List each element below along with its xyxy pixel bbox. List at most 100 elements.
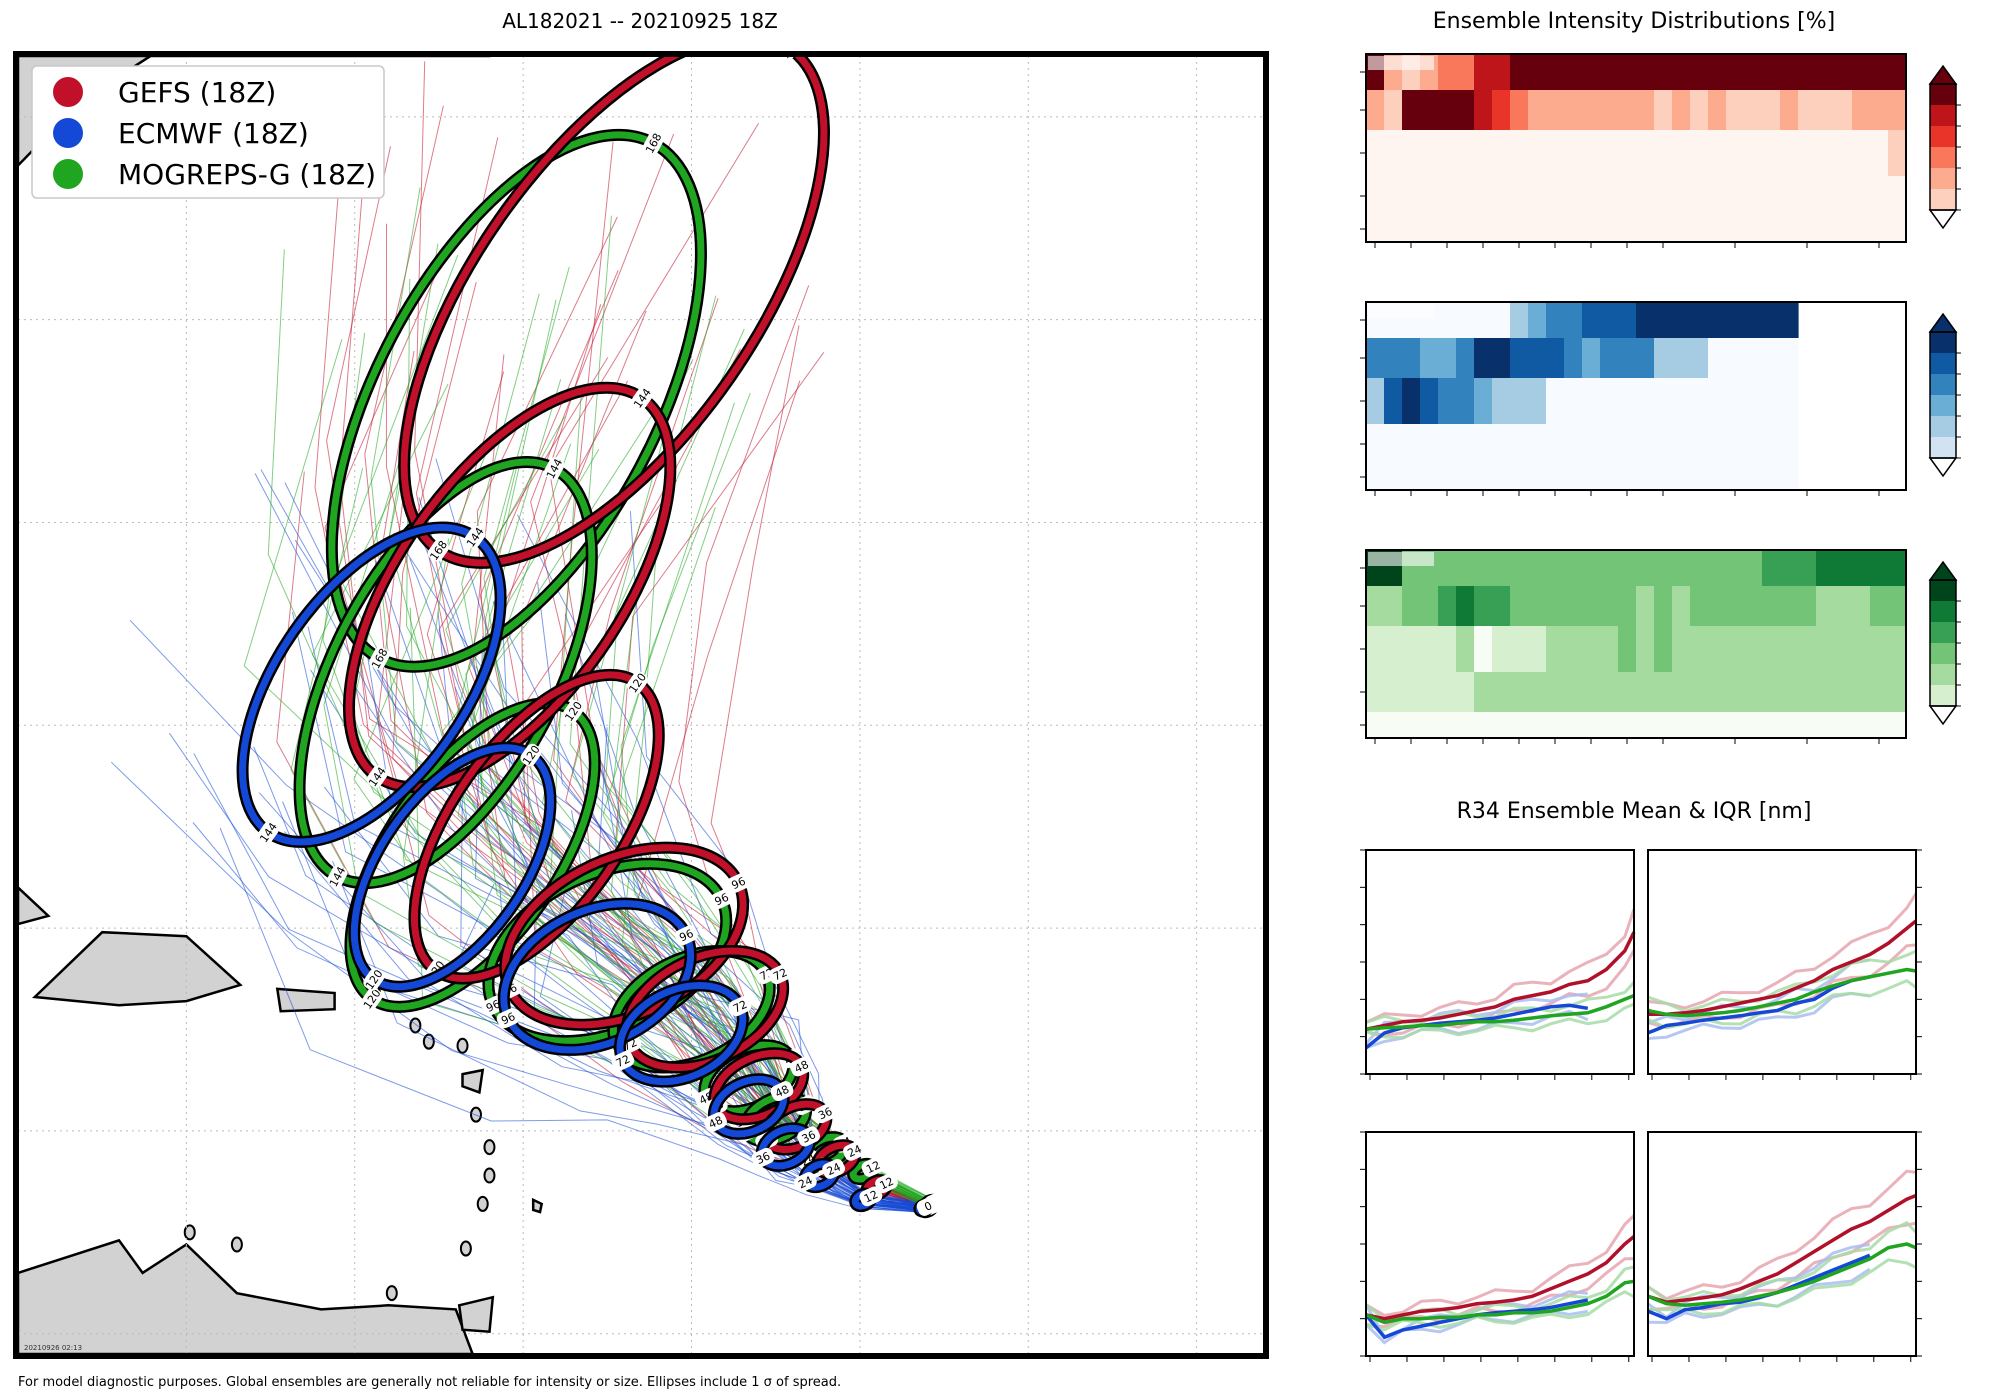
- heatmap-cell: [1618, 626, 1637, 673]
- heatmap-cell: [1402, 672, 1421, 713]
- heatmap-cell: [1510, 130, 1529, 177]
- heatmap-cell: [1618, 302, 1637, 339]
- heatmap-cell: [1744, 216, 1763, 243]
- ellipse-hour-bg: [257, 821, 279, 844]
- heatmap-cell: [1492, 550, 1511, 587]
- heatmap-cell: [1834, 130, 1853, 177]
- heatmap-cell: [1762, 378, 1781, 425]
- heatmap-cell: [1600, 176, 1619, 217]
- ensemble-track-line: [110, 761, 919, 1211]
- heatmap-cell: [1564, 626, 1583, 673]
- heatmap-cell: [1366, 90, 1385, 131]
- cuba-land: [18, 885, 51, 926]
- mean-line-gefs: [1647, 1193, 1917, 1304]
- mean-line-mogreps-g: [1647, 967, 1917, 1018]
- heatmap-cell: [1546, 626, 1565, 673]
- heatmap-cell: [1654, 54, 1673, 91]
- heatmap-frame: [1365, 549, 1907, 739]
- heatmap-cell: [1366, 672, 1385, 713]
- heatmap-cell: [1762, 672, 1781, 713]
- heatmap-cell: [1492, 302, 1511, 339]
- heatmap-cell: [1870, 130, 1889, 177]
- heatmap-cell: [1600, 464, 1619, 491]
- heatmap-cell: [1618, 464, 1637, 491]
- panel-label-bg: [1368, 56, 1434, 70]
- heatmap-cell: [1438, 90, 1457, 131]
- intensity-panel-mogreps-g: [1360, 549, 1961, 744]
- panel-label-bg: [1368, 304, 1434, 318]
- colorbar-segment: [1930, 374, 1956, 396]
- ellipse-hour-bg: [704, 1112, 727, 1132]
- heatmap-cell: [1564, 302, 1583, 339]
- ellipse-hour-bg: [822, 1159, 845, 1179]
- heatmap-cell: [1708, 464, 1727, 491]
- heatmap-cell: [1546, 302, 1565, 339]
- heatmap-cell: [1528, 338, 1547, 379]
- heatmap-cell: [1582, 54, 1601, 91]
- spread-ellipse-ecmwf: 12: [849, 1186, 883, 1213]
- heatmap-cell: [1474, 338, 1493, 379]
- heatmap-cell: [1582, 130, 1601, 177]
- ellipse-hour-bg: [710, 889, 733, 910]
- legend-label-mogreps: MOGREPS-G (18Z): [118, 158, 376, 191]
- heatmap-cell: [1654, 216, 1673, 243]
- heatmap-cell: [1762, 626, 1781, 673]
- heatmap-cell: [1618, 130, 1637, 177]
- heatmap-cell: [1402, 216, 1421, 243]
- heatmap-cell: [1762, 302, 1781, 339]
- heatmap-cell: [1780, 216, 1799, 243]
- heatmap-cell: [1834, 712, 1853, 739]
- ensemble-track-line: [253, 746, 922, 1210]
- heatmap-cell: [1744, 302, 1763, 339]
- heatmap-cell: [1618, 54, 1637, 91]
- legend-box: [31, 65, 385, 199]
- heatmap-cell: [1672, 176, 1691, 217]
- heatmap-cell: [1582, 586, 1601, 627]
- heatmap-cell: [1600, 90, 1619, 131]
- heatmap-cell: [1780, 550, 1799, 587]
- island-land: [476, 1195, 489, 1212]
- heatmap-cell: [1726, 338, 1745, 379]
- r34-panel-neq: [1647, 849, 1922, 1080]
- heatmap-cell: [1420, 216, 1439, 243]
- heatmap-cell: [1564, 90, 1583, 131]
- heatmap-cell: [1438, 378, 1457, 425]
- heatmap-cell: [1546, 712, 1565, 739]
- r34-title: R34 Ensemble Mean & IQR [nm]: [1457, 799, 1812, 824]
- spread-ellipse-ecmwf: 0: [913, 1196, 940, 1218]
- heatmap-cell: [1546, 176, 1565, 217]
- heatmap-cell: [1438, 712, 1457, 739]
- heatmap-cell: [1402, 712, 1421, 739]
- heatmap-cell: [1510, 338, 1529, 379]
- heatmap-cell: [1474, 550, 1493, 587]
- ellipse-hour-bg: [797, 1126, 820, 1147]
- legend-label-gefs: GEFS (18Z): [118, 76, 276, 109]
- colorbar-segment: [1930, 601, 1956, 623]
- heatmap-cell: [1474, 712, 1493, 739]
- iqr-line: [1365, 908, 1636, 1024]
- heatmap-cell: [1528, 712, 1547, 739]
- heatmap-cell: [1384, 338, 1403, 379]
- heatmap-cell: [1672, 464, 1691, 491]
- ellipse-hour-bg: [611, 1050, 635, 1071]
- heatmap-cell: [1402, 90, 1421, 131]
- footnote: For model diagnostic purposes. Global en…: [18, 1375, 841, 1390]
- heatmap-cell: [1564, 424, 1583, 465]
- heatmap-cell: [1564, 550, 1583, 587]
- heatmap-cell: [1834, 672, 1853, 713]
- ellipse-hour-label: 96: [713, 891, 731, 909]
- heatmap-cell: [1834, 90, 1853, 131]
- heatmap-cell: [1384, 424, 1403, 465]
- heatmap-cell: [1438, 586, 1457, 627]
- ellipse-hour-bg: [562, 699, 584, 723]
- heatmap-cell: [1726, 672, 1745, 713]
- heatmap-cell: [1510, 216, 1529, 243]
- heatmap-cell: [1780, 54, 1799, 91]
- heatmap-cell: [1474, 54, 1493, 91]
- heatmap-cell: [1708, 302, 1727, 339]
- ellipse-hour-label: 48: [707, 1114, 725, 1132]
- heatmap-cell: [1636, 626, 1655, 673]
